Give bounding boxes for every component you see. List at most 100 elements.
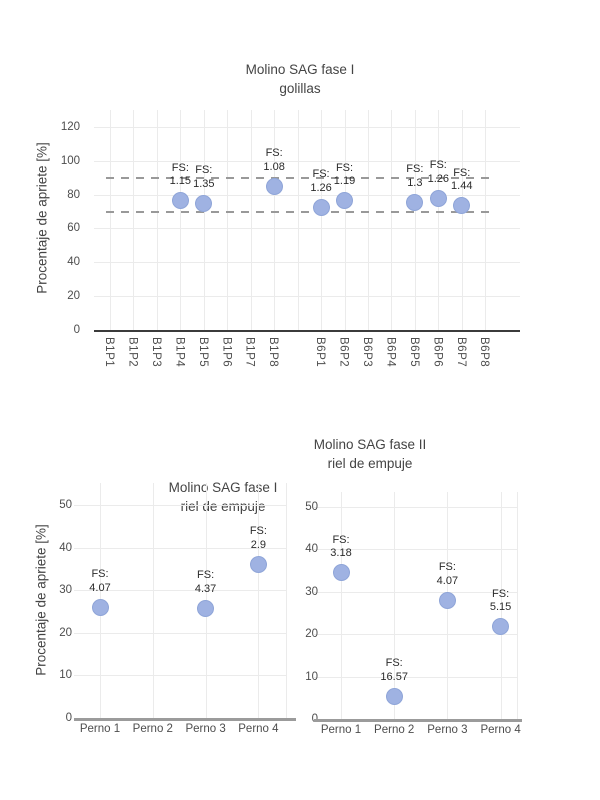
- y-tick-label: 40: [59, 541, 72, 554]
- x-tick-label: B6P5: [407, 337, 420, 368]
- data-point-b1p5: [195, 194, 213, 212]
- point-annotation: FS: 1.08: [242, 147, 306, 174]
- annotation-line: FS:: [312, 168, 330, 181]
- chart-title-line: Molino SAG fase I: [245, 62, 355, 77]
- gridline-vertical: [133, 110, 135, 330]
- gridline-horizontal: [94, 194, 520, 196]
- y-tick-label: 100: [60, 154, 80, 167]
- annotation-line: 2.9: [250, 538, 267, 551]
- x-tick-label: B1P7: [243, 337, 256, 368]
- point-annotation: FS: 1.3: [383, 163, 447, 190]
- x-tick-label: B6P8: [478, 337, 491, 368]
- y-tick-label: 30: [59, 584, 72, 597]
- annotation-line: FS:: [335, 161, 354, 174]
- gridline-vertical: [517, 492, 518, 719]
- point-annotation: FS: 1.15: [148, 162, 212, 189]
- gridline-vertical: [321, 110, 323, 330]
- gridline-vertical: [485, 110, 487, 330]
- point-annotation: FS: 3.18: [309, 534, 373, 561]
- point-annotation: FS: 2.9: [226, 525, 290, 552]
- gridline-vertical: [391, 110, 393, 330]
- x-axis-line: [74, 718, 296, 721]
- point-annotation: FS: 1.19: [313, 162, 377, 189]
- data-point-b6p5: [406, 193, 424, 211]
- x-tick-label: Perno 4: [480, 724, 521, 736]
- x-tick-label: B6P6: [431, 337, 444, 368]
- x-tick-label: Perno 3: [427, 724, 468, 736]
- gridline-horizontal: [94, 160, 520, 162]
- gridline-horizontal: [94, 126, 520, 128]
- data-point-b1p8: [265, 177, 283, 195]
- chart-title-golillas: Molino SAG fase I golillas: [246, 61, 355, 98]
- x-tick-label: B6P3: [360, 337, 373, 368]
- x-tick-label: B1P4: [173, 337, 186, 368]
- gridline-vertical: [438, 110, 440, 330]
- x-tick-label: B6P7: [454, 337, 467, 368]
- annotation-line: 5.15: [489, 601, 512, 614]
- y-tick-label: 30: [305, 585, 318, 598]
- x-tick-label: B6P4: [384, 337, 397, 368]
- x-tick-label: Perno 2: [374, 724, 415, 736]
- x-tick-label: Perno 1: [79, 723, 121, 735]
- annotation-line: FS:: [492, 587, 510, 600]
- annotation-line: FS:: [195, 164, 213, 177]
- x-tick-label: B1P8: [267, 337, 280, 368]
- annotation-line: FS:: [249, 525, 267, 538]
- annotation-line: FS:: [197, 569, 215, 582]
- gridline-horizontal: [74, 590, 287, 592]
- chart-title-line: golillas: [279, 80, 321, 96]
- x-axis-line: [94, 330, 520, 332]
- data-point-perno-4: [249, 555, 267, 573]
- annotation-line: 4.07: [436, 574, 459, 587]
- y-tick-label: 60: [67, 222, 80, 235]
- gridline-horizontal: [314, 549, 517, 551]
- gridline-vertical: [344, 110, 346, 330]
- data-point-b6p2: [336, 192, 353, 210]
- annotation-line: FS:: [406, 163, 424, 176]
- gridline-horizontal: [74, 632, 287, 634]
- annotation-line: 1.44: [451, 180, 473, 193]
- gridline-horizontal: [314, 676, 517, 678]
- y-tick-label: 120: [60, 120, 80, 133]
- data-point-b6p6: [429, 189, 447, 207]
- annotation-line: 1.26: [427, 172, 449, 185]
- gridline-vertical: [152, 483, 154, 718]
- gridline-horizontal: [94, 296, 520, 298]
- x-tick-label: B6P1: [314, 337, 327, 368]
- y-tick-label: 50: [59, 499, 72, 511]
- point-annotation: FS: 1.35: [172, 164, 236, 191]
- gridline-vertical: [500, 492, 502, 719]
- annotation-line: 4.37: [194, 582, 217, 595]
- point-annotation: FS: 1.44: [430, 167, 494, 194]
- x-tick-label: B1P1: [103, 337, 115, 368]
- x-tick-label: B6P2: [337, 337, 350, 368]
- annotation-line: 1.08: [263, 160, 285, 173]
- annotation-line: FS:: [171, 161, 189, 174]
- y-tick-label: 20: [67, 290, 80, 303]
- gridline-horizontal: [74, 675, 287, 677]
- gridline-vertical: [341, 492, 342, 719]
- annotation-line: 1.35: [193, 177, 215, 190]
- y-tick-label: 50: [305, 501, 318, 513]
- data-point-perno-1: [91, 598, 109, 616]
- data-point-b6p1: [312, 198, 330, 216]
- gridline-vertical: [203, 110, 205, 330]
- x-axis-line: [314, 719, 522, 722]
- annotation-line: FS:: [91, 568, 109, 581]
- point-annotation: FS: 5.15: [469, 588, 533, 615]
- y-tick-label: 80: [67, 188, 80, 201]
- reference-dashed-line: [106, 210, 490, 213]
- chart-title-fase1-riel: Molino SAG fase I riel de empuje: [169, 479, 278, 516]
- annotation-line: 1.19: [333, 175, 356, 188]
- x-tick-label: B1P2: [126, 337, 139, 368]
- gridline-vertical: [258, 483, 260, 718]
- y-tick-label: 10: [59, 669, 72, 682]
- y-tick-label: 0: [73, 324, 80, 336]
- data-point-perno-3: [438, 591, 456, 609]
- x-tick-label: Perno 2: [132, 723, 173, 735]
- y-tick-label: 20: [59, 626, 72, 639]
- annotation-line: 4.07: [89, 581, 111, 594]
- y-tick-label: 40: [67, 256, 80, 269]
- point-annotation: FS: 1.26: [406, 159, 470, 186]
